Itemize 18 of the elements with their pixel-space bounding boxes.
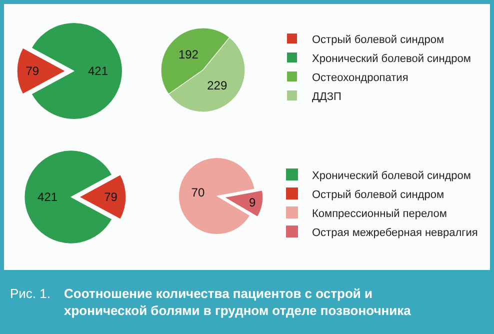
data-label: 70 [191,186,205,200]
legend-label: ДДЗП [312,90,342,103]
legend-label: Острая межреберная невралгия [312,226,478,239]
data-label: 192 [178,48,199,62]
data-label: 79 [104,190,118,204]
text: Соотношение количества пациентов с острой и хронической болями в грудном отделе позвоночника [64,286,412,318]
legend-label: Острый болевой синдром [312,34,444,46]
legend-label: Острый болевой синдром [312,188,444,201]
data-label: 421 [38,190,58,204]
legend-label: Остеохондропатия [312,72,408,84]
data-label: 229 [207,78,228,92]
text: Рис. 1. [10,286,50,301]
data-label: 421 [88,64,108,78]
legend-label: Компрессионный перелом [312,208,447,220]
legend-label: Хронический болевой синдром [312,52,471,65]
legend-label: Хронический болевой синдром [312,170,471,182]
data-label: 9 [249,195,256,210]
data-label: 79 [26,64,40,78]
